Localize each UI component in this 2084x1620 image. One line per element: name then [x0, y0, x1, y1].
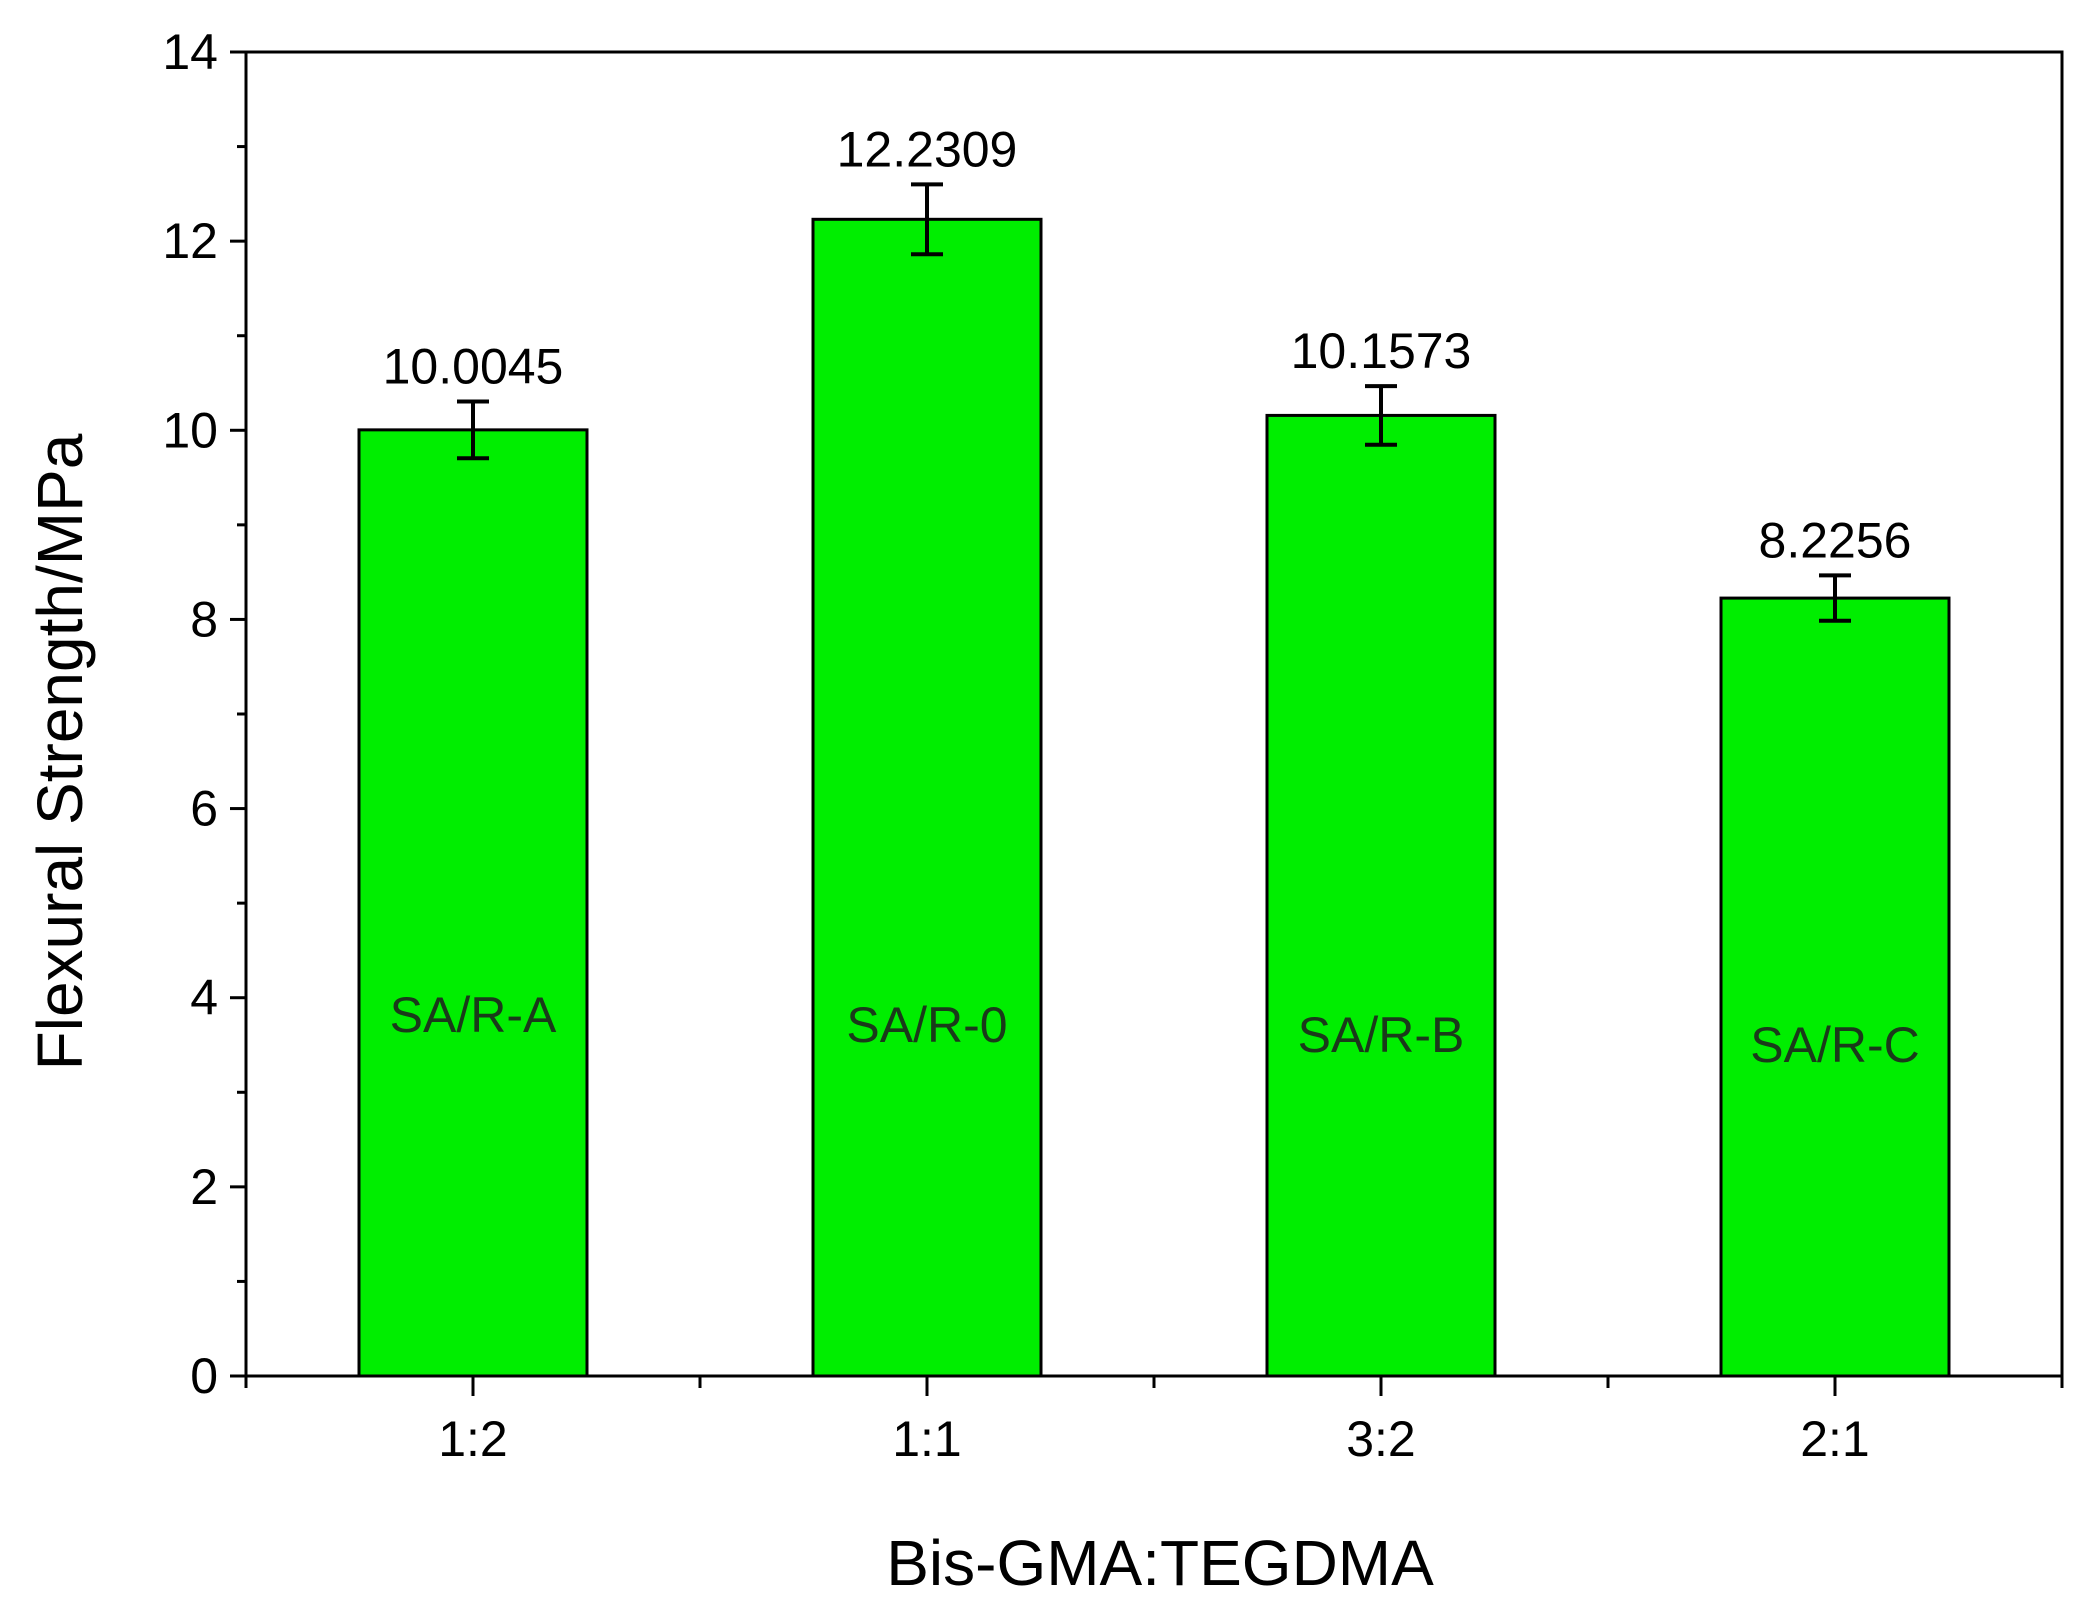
bar: [1719, 596, 1951, 1378]
bar: [357, 428, 589, 1378]
data-label: 10.1573: [1291, 323, 1472, 379]
y-tick-label: 10: [162, 402, 218, 458]
y-tick-label: 14: [162, 24, 218, 80]
y-tick-label: 8: [190, 591, 218, 647]
data-label: 12.2309: [837, 121, 1018, 177]
y-tick-label: 4: [190, 970, 218, 1026]
bars: [357, 182, 1951, 1378]
x-tick-label: 3:2: [1346, 1411, 1416, 1467]
bar-sample-label: SA/R-0: [846, 997, 1007, 1053]
y-tick-label: 2: [190, 1159, 218, 1215]
y-axis-title: Flexural Strength/MPa: [24, 433, 96, 1070]
x-tick-label: 2:1: [1800, 1411, 1870, 1467]
bar-sample-label: SA/R-C: [1750, 1017, 1919, 1073]
labels: 0 2 4 6 8 10 12 14 1:2 1:1 3:2 2:1 10.0045 SA/R-A 12.2…: [162, 24, 1919, 1467]
y-tick-label: 0: [190, 1348, 218, 1404]
axes: [230, 50, 2064, 1396]
x-tick-label: 1:1: [892, 1411, 962, 1467]
bar: [811, 217, 1043, 1378]
x-axis-title: Bis-GMA:TEGDMA: [886, 1527, 1434, 1599]
bar: [1265, 413, 1497, 1378]
y-tick-label: 6: [190, 781, 218, 837]
x-tick-label: 1:2: [438, 1411, 508, 1467]
y-tick-label: 12: [162, 213, 218, 269]
data-label: 10.0045: [383, 338, 564, 394]
data-label: 8.2256: [1759, 512, 1912, 568]
bar-sample-label: SA/R-B: [1298, 1007, 1465, 1063]
bar-sample-label: SA/R-A: [390, 987, 557, 1043]
